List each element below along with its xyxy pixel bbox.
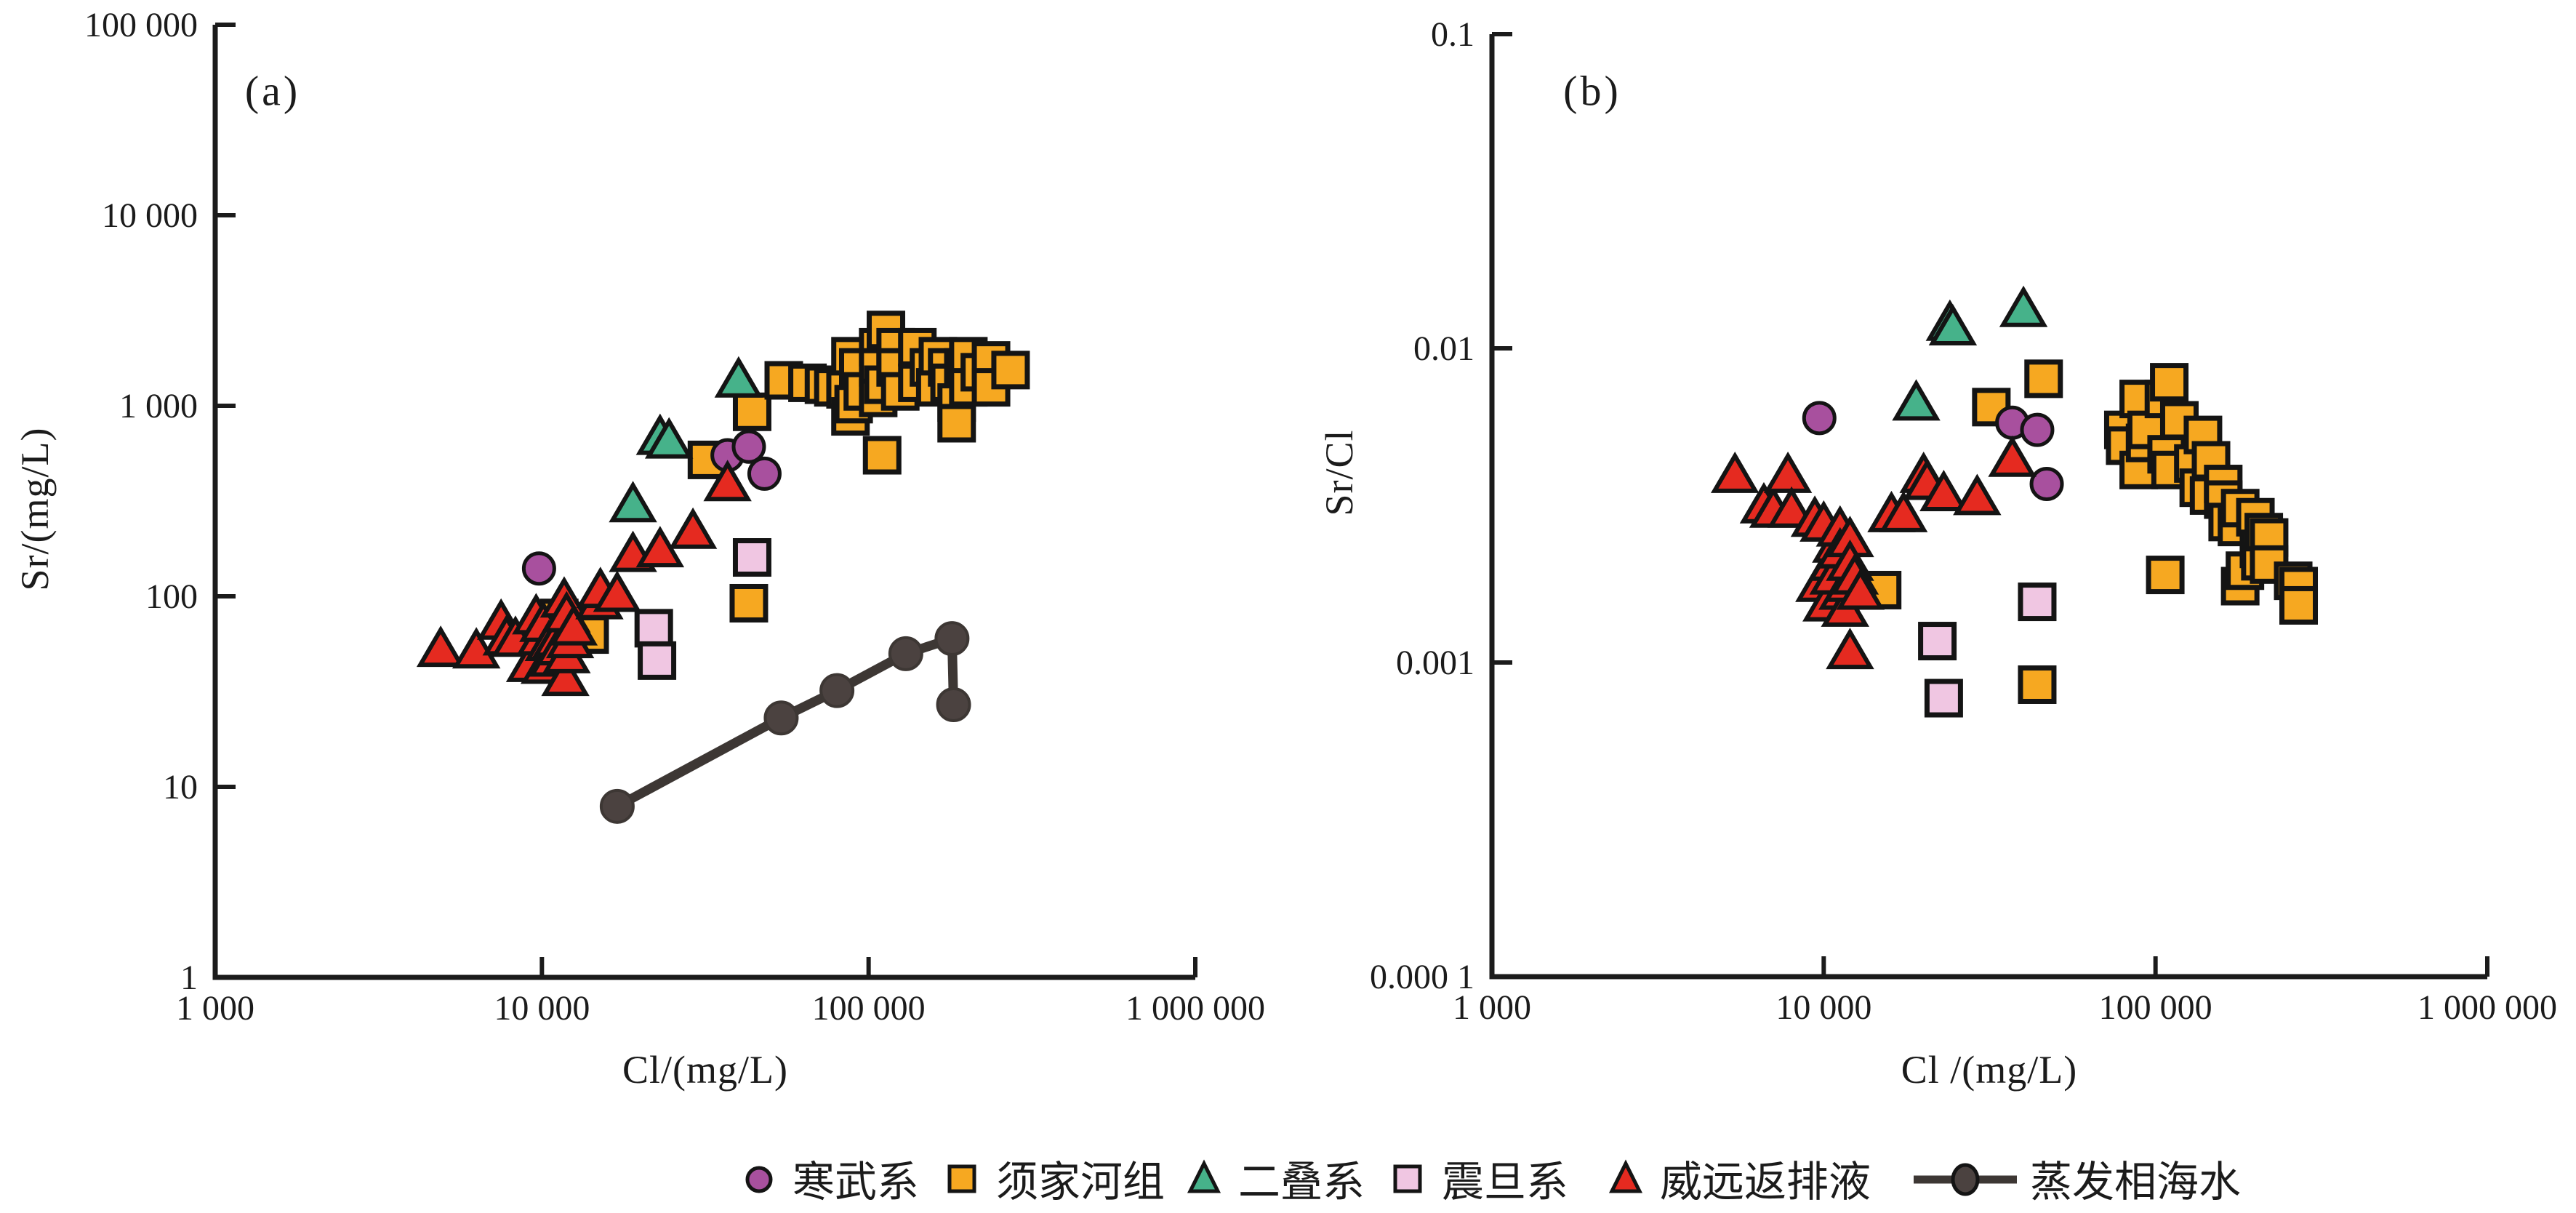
- y-tick-label: 1: [180, 958, 198, 997]
- square-marker-icon: [2279, 585, 2319, 625]
- circle-marker-icon: [736, 1153, 782, 1204]
- circle-marker-icon: [747, 456, 782, 491]
- y-tick-label: 0.01: [1413, 329, 1474, 368]
- legend-label: 震旦系: [1442, 1158, 1569, 1206]
- seawater-point-icon: [819, 673, 855, 708]
- line-dot-marker-icon: [1911, 1153, 2020, 1204]
- square-marker-icon: [2146, 556, 2185, 595]
- triangle-marker-icon: [668, 507, 718, 549]
- x-tick-label: 1 000 000: [1126, 989, 1265, 1028]
- y-tick-label: 0.001: [1396, 644, 1474, 682]
- square-marker-icon: [1924, 678, 1963, 718]
- legend-label: 蒸发相海水: [2030, 1158, 2242, 1206]
- triangle-marker-icon: [644, 417, 694, 459]
- circle-marker-icon: [521, 551, 556, 586]
- seawater-point-icon: [763, 700, 799, 736]
- x-tick-label: 10 000: [1775, 988, 1871, 1027]
- legend-label: 须家河组: [996, 1158, 1165, 1206]
- triangle-marker-icon: [703, 460, 752, 502]
- square-marker-icon: [2018, 665, 2057, 704]
- y-tick-label: 100 000: [84, 6, 198, 44]
- square-marker-icon: [732, 392, 771, 431]
- legend-item-permian: 二叠系: [1181, 1143, 1365, 1213]
- triangle-marker-icon: [1928, 303, 1978, 345]
- triangle-marker-icon: [1999, 285, 2048, 327]
- circle-marker-icon: [731, 429, 766, 464]
- legend-item-xujiahe: 须家河组: [939, 1143, 1165, 1213]
- triangle-marker-icon: [1603, 1153, 1650, 1204]
- y-tick-label: 100: [145, 577, 198, 616]
- triangle-marker-icon: [549, 604, 598, 646]
- panel-a-label: (a): [244, 67, 301, 115]
- square-marker-icon: [2024, 359, 2063, 399]
- x-tick-label: 100 000: [812, 989, 926, 1028]
- square-marker-icon: [937, 404, 976, 443]
- y-tick-label: 10: [163, 768, 198, 806]
- x-tick-label: 1 000 000: [2417, 988, 2557, 1027]
- triangle-marker-icon: [1710, 451, 1760, 493]
- triangle-marker-icon: [1836, 568, 1885, 610]
- legend-item-sinian: 震旦系: [1385, 1143, 1568, 1213]
- triangle-marker-icon: [1763, 451, 1813, 493]
- circle-marker-icon: [1802, 401, 1837, 436]
- square-marker-icon: [991, 351, 1030, 390]
- panel-b-x-axis-title: Cl /(mg/L): [1901, 1048, 2078, 1092]
- triangle-marker-icon: [1953, 473, 2002, 516]
- x-tick-label: 100 000: [2099, 988, 2212, 1027]
- triangle-marker-icon: [714, 356, 763, 398]
- triangle-marker-icon: [416, 625, 465, 668]
- circle-marker-icon: [2029, 467, 2064, 502]
- legend-label: 威远返排液: [1660, 1158, 1871, 1206]
- square-marker-icon: [1918, 622, 1957, 661]
- legend-label: 二叠系: [1238, 1158, 1365, 1206]
- triangle-marker-icon: [609, 481, 657, 523]
- seawater-point-icon: [599, 788, 635, 824]
- circle-marker-icon: [2020, 412, 2055, 447]
- square-marker-icon: [2018, 583, 2057, 622]
- legend: 寒武系 须家河组 二叠系 震旦系 威远返排液 蒸发相海水: [0, 1143, 2576, 1213]
- seawater-point-icon: [934, 621, 970, 657]
- square-marker-icon: [1385, 1153, 1432, 1204]
- triangle-marker-icon: [1988, 435, 2037, 477]
- legend-label: 寒武系: [793, 1158, 920, 1206]
- legend-item-cambrian: 寒武系: [736, 1143, 919, 1213]
- triangle-marker-icon: [1767, 486, 1816, 528]
- triangle-marker-icon: [1826, 628, 1874, 670]
- triangle-marker-icon: [1879, 490, 1928, 532]
- y-tick-label: 0.1: [1431, 15, 1474, 54]
- x-tick-label: 10 000: [494, 989, 590, 1028]
- seawater-point-icon: [888, 636, 923, 671]
- triangle-marker-icon: [541, 654, 590, 697]
- triangle-marker-icon: [1919, 470, 1968, 511]
- triangle-marker-icon: [1181, 1153, 1228, 1204]
- square-marker-icon: [729, 583, 769, 622]
- legend-item-weiyuan-flowback: 威远返排液: [1603, 1143, 1871, 1213]
- square-marker-icon: [939, 1153, 986, 1204]
- square-marker-icon: [862, 436, 902, 475]
- panel-a-x-axis-title: Cl/(mg/L): [622, 1048, 788, 1092]
- legend-item-evaporated-seawater: 蒸发相海水: [1911, 1143, 2241, 1213]
- x-tick-label: 1 000: [176, 989, 254, 1028]
- square-marker-icon: [638, 641, 677, 680]
- square-marker-icon: [732, 538, 771, 577]
- triangle-marker-icon: [593, 570, 642, 612]
- panel-a-y-axis-title: Sr/(mg/L): [13, 427, 57, 591]
- y-tick-label: 10 000: [102, 196, 198, 235]
- y-tick-label: 0.000 1: [1370, 958, 1474, 996]
- y-tick-label: 1 000: [119, 387, 198, 425]
- triangle-marker-icon: [1892, 379, 1941, 421]
- seawater-point-icon: [936, 686, 971, 722]
- square-marker-icon: [2150, 363, 2189, 402]
- panel-b-y-axis-title: Sr/Cl: [1317, 429, 1361, 516]
- square-marker-icon: [634, 609, 673, 648]
- x-tick-label: 1 000: [1453, 988, 1531, 1027]
- panel-b-label: (b): [1563, 67, 1621, 115]
